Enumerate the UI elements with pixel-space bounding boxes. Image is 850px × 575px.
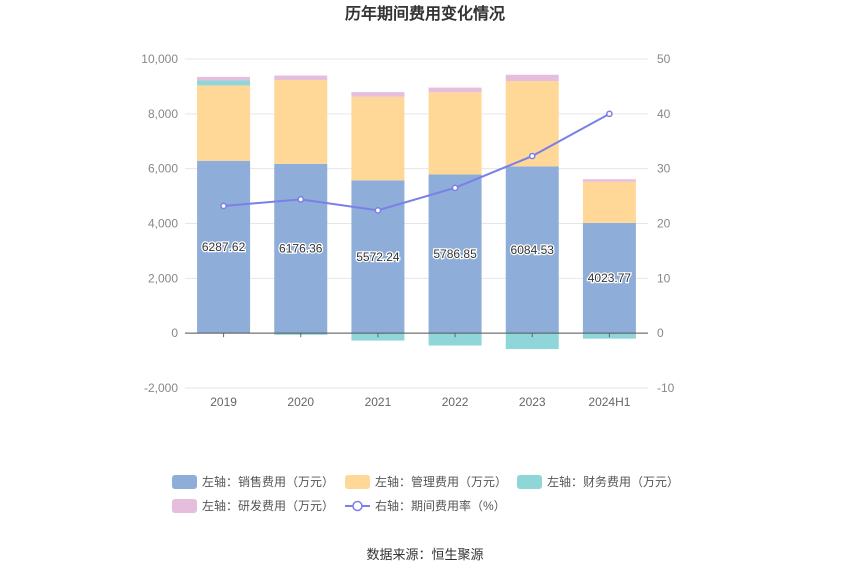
legend-swatch [172, 475, 197, 489]
left-axis: -2,000 0 2,000 4,000 6,000 8,000 10,000 [141, 52, 178, 395]
bar-segment [197, 160, 251, 334]
rate-point [451, 184, 459, 192]
rate-point [297, 196, 305, 203]
bar-segment [582, 222, 636, 334]
bar-segment [582, 179, 636, 182]
right-tick-label: 50 [657, 52, 671, 66]
bar-segment [428, 87, 482, 93]
bar-segment [274, 163, 328, 334]
right-tick-label: 0 [657, 326, 664, 340]
bars [197, 74, 636, 350]
x-tick-label: 2022 [442, 395, 469, 409]
bar-value-label: 5572.24 [356, 250, 400, 264]
right-tick-label: 40 [657, 107, 671, 121]
x-tick-label: 2020 [287, 395, 314, 409]
bar-value-label: 6176.36 [279, 241, 323, 255]
rate-point [374, 206, 382, 214]
bar-segment [197, 80, 251, 86]
bar-value-label: 6084.53 [511, 243, 555, 257]
right-tick-label: 20 [657, 217, 671, 231]
legend: 左轴：销售费用（万元） 左轴：管理费用（万元） 左轴：财务费用（万元） 左轴：研发费用… [172, 474, 679, 513]
bar-value-label: 6287.62 [202, 240, 246, 254]
bar-segment [505, 333, 559, 350]
bar-value-label: 5786.85 [433, 247, 477, 261]
legend-item[interactable]: 右轴：期间费用率（%） [345, 498, 506, 513]
legend-item[interactable]: 左轴：销售费用（万元） [172, 474, 334, 489]
legend-label: 左轴：研发费用（万元） [202, 498, 334, 513]
x-tick-label: 2019 [210, 395, 237, 409]
bar-value-label: 4023.77 [588, 271, 632, 285]
right-tick-label: 10 [657, 271, 671, 285]
legend-item[interactable]: 左轴：财务费用（万元） [517, 474, 679, 489]
legend-label: 右轴：期间费用率（%） [375, 498, 506, 513]
x-axis: 2019 2020 2021 2022 2023 2024H1 [210, 333, 631, 409]
x-tick-label: 2023 [519, 395, 546, 409]
legend-label: 左轴：财务费用（万元） [547, 474, 679, 489]
legend-item[interactable]: 左轴：研发费用（万元） [172, 498, 334, 513]
rate-line-path [223, 112, 610, 212]
left-tick-label: 10,000 [141, 52, 178, 66]
legend-label: 左轴：销售费用（万元） [202, 474, 334, 489]
x-tick-label: 2024H1 [588, 395, 630, 409]
rate-point [528, 152, 536, 160]
left-tick-label: 8,000 [148, 107, 178, 121]
bar-segment [274, 75, 328, 80]
bar-segment [505, 81, 559, 167]
bar-segment [428, 333, 482, 346]
bar-segment [428, 174, 482, 334]
left-tick-label: 6,000 [148, 162, 178, 176]
legend-label: 左轴：管理费用（万元） [375, 474, 507, 489]
bar-segment [197, 76, 251, 81]
right-tick-label: -10 [657, 381, 675, 395]
source-note: 数据来源：恒生聚源 [366, 547, 483, 562]
chart-title: 历年期间费用变化情况 [345, 4, 505, 23]
rate-point [606, 110, 613, 118]
bar-segment [351, 96, 405, 181]
left-tick-label: 4,000 [148, 217, 178, 231]
right-tick-label: 30 [657, 162, 671, 176]
bar-segment [505, 166, 559, 334]
rate-line [220, 110, 613, 214]
right-axis: -10 0 10 20 30 40 50 [657, 52, 675, 395]
left-tick-label: -2,000 [144, 381, 178, 395]
bar-segment [428, 92, 482, 175]
legend-item[interactable]: 左轴：管理费用（万元） [345, 474, 507, 489]
rate-point [220, 202, 227, 210]
legend-swatch [345, 475, 370, 489]
legend-marker [352, 500, 363, 512]
left-tick-label: 0 [171, 326, 178, 340]
bar-segment [582, 181, 636, 223]
grid [185, 58, 648, 389]
legend-swatch [172, 499, 197, 513]
x-tick-label: 2021 [365, 395, 392, 409]
data-labels: 6287.62 6176.36 5572.24 5786.85 6084.53 4023.… [201, 239, 633, 287]
left-tick-label: 2,000 [148, 271, 178, 285]
bar-segment [197, 85, 251, 161]
legend-swatch [517, 475, 542, 489]
bar-segment [351, 92, 405, 97]
bar-segment [274, 79, 328, 164]
bar-segment [505, 74, 559, 82]
